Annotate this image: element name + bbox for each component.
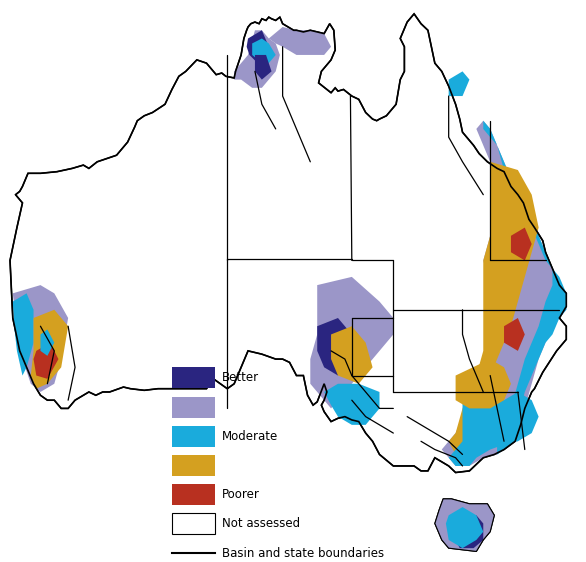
Polygon shape — [33, 343, 59, 379]
Polygon shape — [13, 293, 33, 375]
Bar — [172, 484, 216, 505]
Text: Better: Better — [222, 371, 260, 384]
Polygon shape — [247, 30, 269, 63]
Polygon shape — [255, 55, 271, 80]
Polygon shape — [269, 27, 331, 55]
Polygon shape — [435, 499, 495, 551]
Bar — [172, 455, 216, 476]
Polygon shape — [435, 499, 495, 551]
Polygon shape — [449, 392, 539, 466]
Polygon shape — [449, 71, 469, 96]
Polygon shape — [234, 30, 280, 88]
Polygon shape — [311, 277, 393, 409]
Bar — [172, 368, 216, 388]
Text: Basin and state boundaries: Basin and state boundaries — [222, 547, 384, 560]
Polygon shape — [31, 310, 68, 389]
Text: Not assessed: Not assessed — [222, 518, 301, 531]
Polygon shape — [40, 329, 54, 356]
Bar — [172, 514, 216, 534]
Polygon shape — [252, 39, 275, 63]
Polygon shape — [442, 121, 566, 466]
Polygon shape — [13, 285, 68, 392]
Polygon shape — [449, 162, 539, 455]
Bar — [172, 426, 216, 447]
Polygon shape — [10, 14, 566, 473]
Polygon shape — [455, 515, 483, 548]
Polygon shape — [446, 507, 483, 548]
Polygon shape — [317, 318, 352, 375]
Polygon shape — [331, 326, 373, 384]
Polygon shape — [504, 318, 525, 351]
Polygon shape — [483, 121, 553, 269]
Polygon shape — [511, 228, 532, 260]
Text: Poorer: Poorer — [222, 488, 260, 501]
Polygon shape — [497, 269, 566, 455]
Polygon shape — [352, 260, 393, 375]
Bar — [172, 397, 216, 418]
Text: Moderate: Moderate — [222, 430, 278, 443]
Polygon shape — [324, 384, 380, 425]
Polygon shape — [455, 359, 511, 409]
